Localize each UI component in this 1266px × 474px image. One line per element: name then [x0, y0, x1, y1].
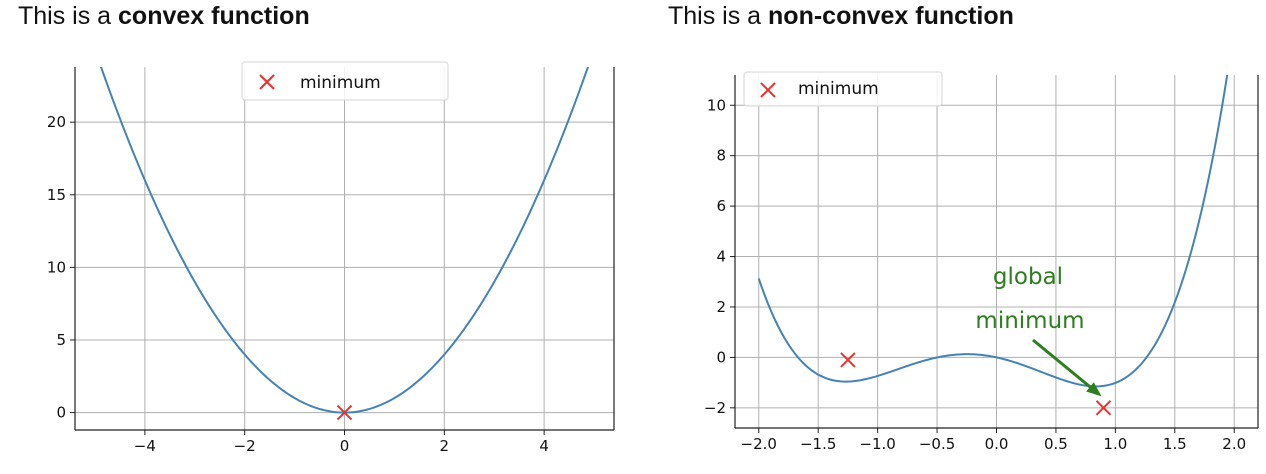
x-tick-label: −1.5 — [800, 435, 836, 453]
x-tick-label: 2.0 — [1222, 435, 1246, 453]
y-tick-label: 10 — [47, 258, 66, 276]
nonconvex-chart-title: This is a non-convex function — [668, 2, 1014, 30]
legend-label: minimum — [300, 73, 381, 93]
minimum-marker — [336, 404, 353, 421]
annotation-global-minimum: global minimum — [975, 264, 1102, 397]
legend-marker — [760, 82, 776, 98]
x-tick-label: −2 — [234, 437, 256, 455]
x-tick-label: 2 — [440, 437, 450, 455]
legend-marker — [259, 74, 275, 90]
y-tick-label: −2 — [704, 399, 726, 417]
minimum-marker-stroke — [1095, 400, 1112, 416]
x-tick-label: 1.0 — [1103, 435, 1127, 453]
minimum-marker — [840, 352, 856, 368]
x-tick-label: −4 — [134, 437, 156, 455]
y-tick-label: 0 — [56, 404, 66, 422]
y-tick-label: 5 — [56, 331, 66, 349]
x-tick-label: −1.0 — [859, 435, 895, 453]
x-tick-label: 0.0 — [985, 435, 1009, 453]
minimum-marker-stroke — [336, 404, 353, 421]
convex-chart-title: This is a convex function — [18, 2, 310, 30]
y-tick-label: 6 — [716, 197, 726, 215]
y-tick-label: 2 — [716, 298, 726, 316]
y-tick-label: 4 — [716, 248, 726, 266]
annotation-arrow-shaft — [1032, 338, 1100, 395]
annotation-arrow-head — [1086, 382, 1102, 397]
x-tick-label: 4 — [539, 437, 549, 455]
x-tick-label: 0.5 — [1044, 435, 1068, 453]
legend-box — [241, 61, 449, 101]
annotation-line: global — [993, 264, 1063, 290]
annotation-line: minimum — [975, 308, 1084, 334]
y-tick-label: 8 — [716, 147, 726, 165]
minimum-marker-stroke — [840, 352, 856, 368]
x-tick-label: −2.0 — [741, 435, 777, 453]
y-tick-label: 15 — [47, 186, 66, 204]
x-tick-label: 1.5 — [1163, 435, 1187, 453]
y-tick-label: 20 — [47, 113, 66, 131]
x-tick-label: 0 — [340, 437, 350, 455]
x-tick-label: −0.5 — [919, 435, 955, 453]
minimum-marker — [1095, 400, 1112, 416]
legend-box — [743, 71, 943, 107]
y-tick-label: 0 — [716, 348, 726, 366]
function-curve-line — [757, 75, 1229, 388]
legend: minimum — [743, 71, 943, 107]
chart-nonconvex: −2.0 −1.5 −1.0 −0.5 0.0 0.5 1.0 1.5 2.0 −2 0 2 4 6 8 10… — [704, 71, 1259, 453]
chart-convex: −4 −2 0 2 4 0 5 10 15 20 minimum — [47, 61, 615, 455]
legend-label: minimum — [798, 79, 879, 99]
y-tick-label: 10 — [707, 96, 726, 114]
legend: minimum — [241, 61, 449, 101]
